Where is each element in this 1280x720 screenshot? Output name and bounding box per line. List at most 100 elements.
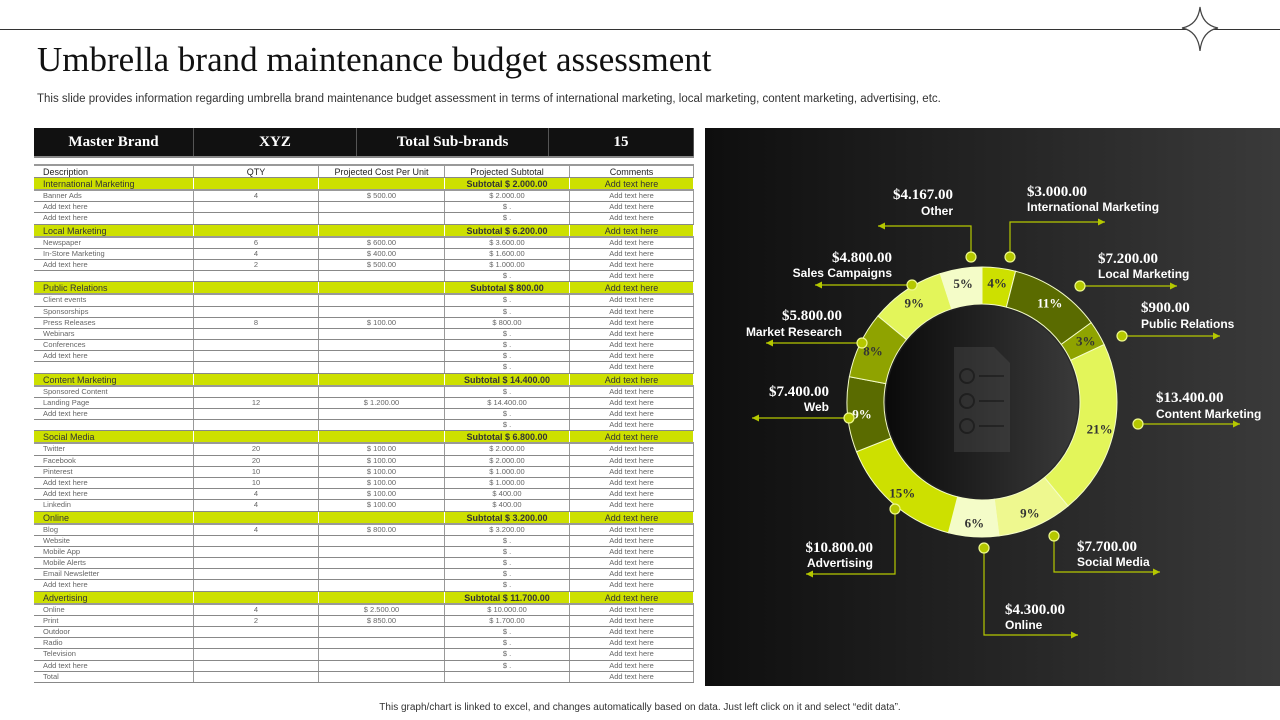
qty-cell: [194, 340, 319, 351]
slice-value-label: $4.167.00: [893, 187, 953, 203]
empty-cell: [194, 373, 319, 385]
cost-cell: [319, 580, 445, 591]
slice-value-label: $900.00: [1141, 300, 1190, 316]
table-row: Add text here $ . Add text here: [34, 409, 694, 421]
cost-cell: $ 100.00: [319, 500, 445, 511]
cost-cell: $ 400.00: [319, 248, 445, 259]
subtotal-cell: $ .: [445, 362, 570, 373]
slice-value-label: $3.000.00: [1027, 184, 1087, 200]
desc-cell: Online: [34, 604, 194, 615]
qty-cell: [194, 351, 319, 362]
comment-cell: Add text here: [570, 524, 694, 535]
comment-cell: Add text here: [570, 362, 694, 373]
leader-dot: [889, 503, 901, 515]
group-comment: Add text here: [570, 373, 694, 385]
qty-cell: 2: [194, 615, 319, 626]
table-row: Banner Ads 4 $ 500.00 $ 2.000.00 Add text he…: [34, 191, 694, 203]
group-row: Advertising Subtotal $ 11.700.00 Add text …: [34, 591, 694, 605]
comment-cell: Add text here: [570, 191, 694, 202]
comment-cell: Add text here: [570, 660, 694, 671]
qty-cell: 4: [194, 524, 319, 535]
group-subtotal: Subtotal $ 3.200.00: [445, 511, 570, 523]
group-name: International Marketing: [34, 178, 194, 189]
slice-name-label: Sales Campaigns: [793, 266, 893, 280]
total-subbrands-value: 15: [549, 128, 694, 156]
subtotal-cell: $ 3.200.00: [445, 524, 570, 535]
subtotal-cell: $ .: [445, 409, 570, 420]
donut-chart: 4% 11% 3% 21% 9% 6% 15% 9% 8% 9% 5% $3.000.00Intern…: [746, 184, 1261, 639]
subtotal-cell: $ 1.700.00: [445, 615, 570, 626]
table-row: Outdoor $ . Add text here: [34, 627, 694, 639]
cost-cell: [319, 660, 445, 671]
donut-center: [886, 306, 1078, 498]
column-headers: Description QTY Projected Cost Per Unit …: [34, 164, 694, 178]
comment-cell: Add text here: [570, 202, 694, 213]
col-qty: QTY: [194, 166, 319, 177]
group-comment: Add text here: [570, 224, 694, 236]
subtotal-cell: $ 2.000.00: [445, 191, 570, 202]
desc-cell: [34, 271, 194, 282]
desc-cell: Conferences: [34, 340, 194, 351]
qty-cell: 2: [194, 259, 319, 271]
qty-cell: 6: [194, 237, 319, 248]
table-row: Sponsored Content $ . Add text here: [34, 386, 694, 398]
desc-cell: Mobile Alerts: [34, 558, 194, 569]
subtotal-cell: $ .: [445, 638, 570, 649]
table-row: Print 2 $ 850.00 $ 1.700.00 Add text here: [34, 615, 694, 627]
comment-cell: Add text here: [570, 444, 694, 455]
chart-panel: 4% 11% 3% 21% 9% 6% 15% 9% 8% 9% 5% $3.000.00 Intern…: [705, 128, 1280, 686]
qty-cell: [194, 362, 319, 373]
subtotal-cell: $ 2.000.00: [445, 444, 570, 455]
subtotal-cell: $ .: [445, 340, 570, 351]
leader-dot: [1074, 280, 1086, 292]
subtotal-cell: $ .: [445, 569, 570, 580]
table-row: Add text here 10 $ 100.00 $ 1.000.00 Add tex…: [34, 477, 694, 490]
group-row: Online Subtotal $ 3.200.00 Add text here: [34, 511, 694, 525]
table-row: Mobile Alerts $ . Add text here: [34, 558, 694, 570]
col-cost: Projected Cost Per Unit: [319, 166, 445, 177]
cost-cell: [319, 420, 445, 431]
donut-slice[interactable]: [939, 266, 983, 310]
group-comment: Add text here: [570, 431, 694, 443]
leader-dot: [1004, 251, 1016, 263]
cost-cell: [319, 340, 445, 351]
table-row: Mobile App $ . Add text here: [34, 546, 694, 559]
desc-cell: Blog: [34, 524, 194, 535]
qty-cell: [194, 213, 319, 224]
comment-cell: Add text here: [570, 259, 694, 271]
table-row: Television $ . Add text here: [34, 649, 694, 661]
comment-cell: Add text here: [570, 409, 694, 420]
leader-dot: [843, 412, 855, 424]
qty-cell: 10: [194, 477, 319, 489]
cost-cell: $ 100.00: [319, 477, 445, 489]
col-description: Description: [34, 166, 194, 177]
empty-cell: [194, 511, 319, 523]
cost-cell: $ 100.00: [319, 444, 445, 455]
qty-cell: [194, 420, 319, 431]
group-comment: Add text here: [570, 178, 694, 189]
subtotal-cell: $ 1.000.00: [445, 477, 570, 489]
group-name: Public Relations: [34, 282, 194, 294]
empty-cell: [319, 431, 445, 443]
desc-cell: In-Store Marketing: [34, 248, 194, 259]
table-row: In-Store Marketing 4 $ 400.00 $ 1.600.00 Add…: [34, 248, 694, 260]
qty-cell: [194, 202, 319, 213]
slice-value-label: $7.400.00: [769, 384, 829, 400]
subtotal-cell: $ .: [445, 202, 570, 213]
cost-cell: $ 100.00: [319, 489, 445, 500]
desc-cell: Webinars: [34, 328, 194, 340]
cost-cell: [319, 213, 445, 224]
cost-cell: [319, 271, 445, 282]
cost-cell: [319, 351, 445, 362]
group-row: International Marketing Subtotal $ 2.000.…: [34, 178, 694, 191]
comment-cell: Add text here: [570, 397, 694, 408]
qty-cell: 8: [194, 317, 319, 328]
table-row: Client events $ . Add text here: [34, 295, 694, 307]
cost-cell: [319, 546, 445, 558]
group-subtotal: Subtotal $ 6.800.00: [445, 431, 570, 443]
table-row: Total Add text here: [34, 671, 694, 683]
slice-name-label: Content Marketing: [1156, 407, 1261, 421]
table-row: Email Newsletter $ . Add text here: [34, 569, 694, 581]
subtotal-cell: $ .: [445, 271, 570, 282]
slice-name-label: Market Research: [746, 325, 842, 339]
